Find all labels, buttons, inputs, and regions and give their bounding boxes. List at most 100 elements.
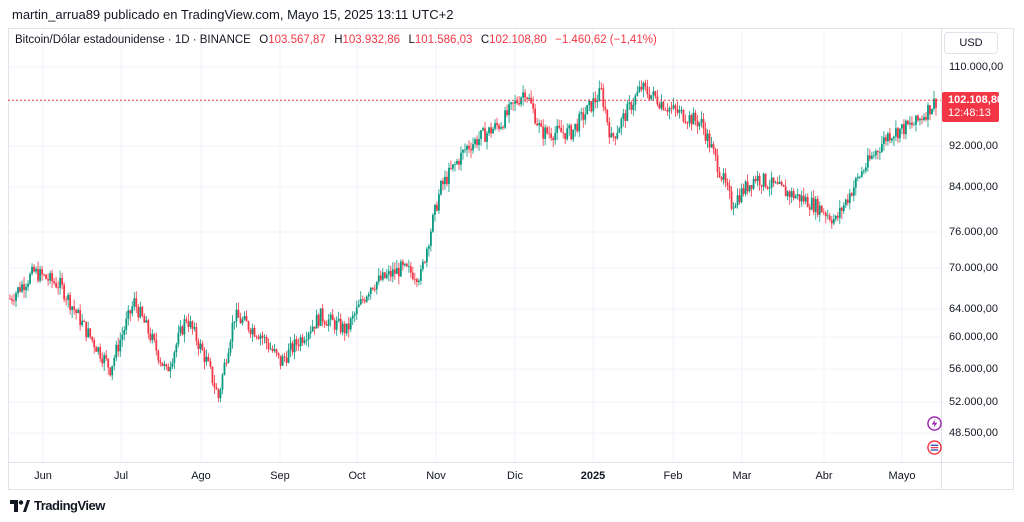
candle [111,365,114,381]
currency-button[interactable]: USD [944,32,998,54]
candle [578,110,581,138]
candle-body [698,122,701,127]
candle-body [237,309,240,318]
chart-frame [8,28,1014,490]
candle [534,103,537,125]
candle-body [792,191,795,199]
candle-body [860,171,863,177]
candle-body [167,366,170,372]
candle [570,123,573,141]
candle-body [159,360,162,363]
candle-body [257,336,260,339]
candle-body [502,127,504,128]
candle-body [824,212,827,217]
candle-body [744,181,747,194]
candle [221,372,224,395]
candle-body [313,326,316,329]
candle [99,343,102,362]
candle-body [61,277,64,285]
candle-body [774,182,777,184]
candle [522,85,525,106]
candle [105,350,108,361]
flag-icon[interactable] [927,440,942,455]
candle-body [560,127,563,133]
candle-body [233,321,236,323]
candle [393,262,396,280]
candle [504,106,506,130]
candle [692,107,695,125]
candle-body [189,321,192,328]
candle-body [776,182,779,184]
candle-body [594,98,597,103]
candle-body [273,349,276,351]
candle-body [812,197,815,213]
candle-body [874,151,877,156]
candle [157,349,160,365]
candle-body [508,104,510,116]
candle-body [329,314,332,320]
candle [117,337,120,357]
candle-body [712,144,715,149]
candle-body [578,113,581,132]
candle [838,199,841,225]
candle [616,125,619,140]
footer-brand[interactable]: TradingView [10,498,105,513]
candle-body [229,341,232,353]
candle [267,338,270,353]
candle [618,126,621,133]
candle-body [367,294,370,297]
candle [75,308,78,320]
candle [59,270,62,295]
candle [241,316,244,326]
candle-body [538,123,541,126]
candle-body [177,332,180,345]
candle [55,277,57,289]
candle-body [249,329,252,335]
candle-body [692,112,695,125]
candle-body [476,139,478,145]
candle [303,336,306,345]
price-axis-tick: 60.000,00 [949,331,998,343]
candle [207,353,210,362]
candle [884,134,887,146]
candle [596,94,599,109]
candle-body [373,289,376,291]
candle [931,108,933,115]
candle [371,287,374,291]
candle [77,307,80,314]
candle [319,308,322,327]
candle [113,354,116,371]
candle-body [123,330,126,335]
candle [750,185,753,197]
candle-body [889,133,891,141]
candle [634,93,637,112]
candlestick-chart[interactable] [8,29,941,462]
candle-body [299,337,302,347]
lightning-icon[interactable] [927,416,942,431]
candle-body [341,323,344,333]
candle [872,151,875,159]
candle-body [115,344,118,358]
candle [586,104,589,115]
candle-body [816,199,819,215]
candle-body [935,98,937,108]
candle-body [612,133,615,137]
candle [690,113,693,131]
candle [295,336,298,352]
candle [145,316,148,323]
candle-body [638,86,641,92]
candle-body [923,117,925,120]
candle [822,208,825,216]
candle [474,137,476,148]
candle [61,272,64,290]
candle [538,119,541,134]
candle [83,319,86,323]
candle [889,128,891,144]
candle [171,358,174,370]
candle-body [337,318,340,321]
candle-body [77,309,80,314]
candle-body [389,270,392,277]
candle [277,352,280,359]
candle-body [490,127,492,134]
candle-body [67,295,70,300]
